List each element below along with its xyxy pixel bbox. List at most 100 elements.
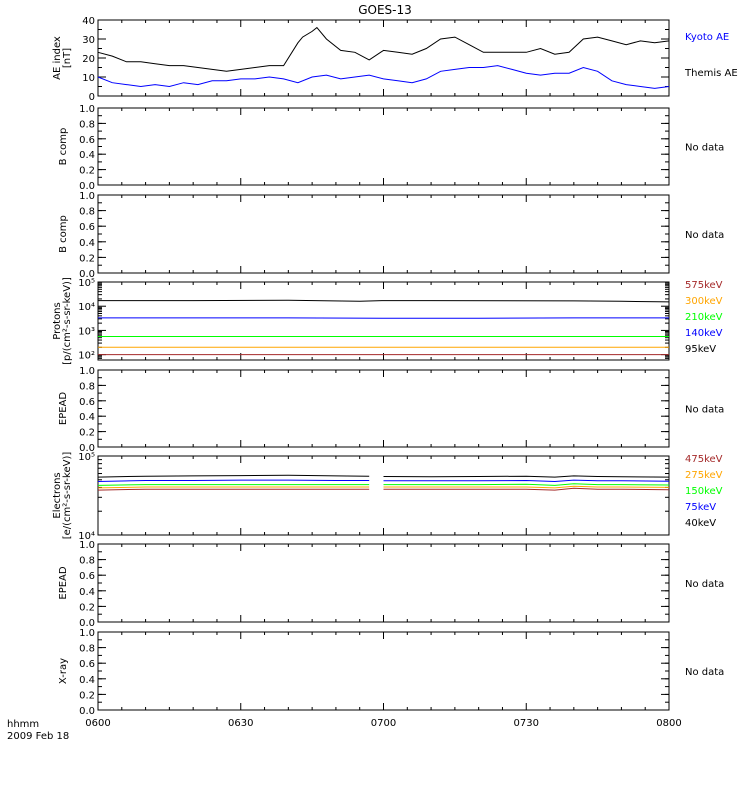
y-tick-label: 0.0 [79, 181, 95, 192]
y-tick-label: 0.8 [79, 207, 95, 218]
y-tick-label: 0.2 [79, 253, 95, 264]
legend-entry: 40keV [685, 518, 716, 529]
panel-bcomp1: 0.0 0.2 0.4 0.6 0.8 1.0 B comp No data [58, 104, 724, 192]
y-axis-label: Electrons [52, 472, 63, 518]
panel-frame [97, 194, 670, 274]
panel-frame [97, 19, 670, 97]
series-line [97, 483, 670, 486]
y-tick-label: 0.2 [79, 428, 95, 439]
y-tick-label: 10³ [78, 326, 95, 337]
series-line [97, 485, 670, 489]
y-axis-label: EPEAD [58, 392, 69, 426]
legend-entry: 475keV [685, 454, 723, 465]
panel-frame [97, 369, 670, 448]
y-axis-unit: [e/(cm²-s-sr-keV)] [62, 452, 73, 540]
y-tick-label: 0.8 [79, 381, 95, 392]
series-line [97, 65, 670, 89]
y-tick-label: 20 [82, 54, 95, 65]
no-data-note: No data [685, 579, 724, 590]
y-tick-label: 10⁴ [78, 531, 95, 542]
y-tick-label: 10⁴ [78, 302, 95, 313]
y-tick-label: 30 [82, 35, 95, 46]
x-tick-label: 0730 [514, 718, 539, 729]
x-tick-label: 0600 [85, 718, 110, 729]
no-data-note: No data [685, 405, 724, 416]
y-tick-label: 0.0 [79, 443, 95, 454]
chart-title: GOES-13 [358, 3, 412, 17]
y-tick-label: 0.2 [79, 602, 95, 613]
x-axis-label: hhmm [7, 719, 39, 730]
legend-entry: 575keV [685, 280, 723, 291]
y-tick-label: 0.2 [79, 166, 95, 177]
no-data-note: No data [685, 230, 724, 241]
y-tick-label: 0.0 [79, 618, 95, 629]
legend-entry: Kyoto AE [685, 32, 729, 43]
y-tick-label: 0.6 [79, 397, 95, 408]
y-axis-unit: [nT] [62, 48, 73, 68]
panel-epead2: 0.0 0.2 0.4 0.6 0.8 1.0 EPEAD No data [58, 540, 724, 629]
y-tick-label: 1.0 [79, 104, 95, 115]
panels: 0 10 20 30 40 AE index [nT] Kyoto AE Themis AE 0.… [52, 16, 738, 729]
y-tick-label: 0.4 [79, 587, 95, 598]
panel-frame [97, 631, 670, 711]
y-axis-label: B comp [58, 215, 69, 253]
series-line [97, 26, 670, 72]
date-label: 2009 Feb 18 [7, 731, 69, 742]
no-data-note: No data [685, 667, 724, 678]
y-axis-label: EPEAD [58, 566, 69, 600]
y-tick-label: 10² [78, 351, 95, 362]
legend-entry: 275keV [685, 470, 723, 481]
y-axis-label: AE index [52, 36, 63, 80]
series-line [97, 479, 670, 483]
y-tick-label: 0.4 [79, 150, 95, 161]
panel-xray: 0.0 0.2 0.4 0.6 0.8 1.0 X-ray No data [58, 628, 724, 717]
panel-epead1: 0.0 0.2 0.4 0.6 0.8 1.0 EPEAD No data [58, 366, 724, 454]
y-tick-label: 0.0 [79, 269, 95, 280]
y-tick-label: 1.0 [79, 366, 95, 377]
y-tick-label: 0.6 [79, 659, 95, 670]
x-tick-label: 0700 [371, 718, 396, 729]
y-axis-label: B comp [58, 128, 69, 166]
y-axis-label: Protons [52, 302, 63, 339]
y-tick-label: 0.6 [79, 571, 95, 582]
panel-bcomp2: 0.0 0.2 0.4 0.6 0.8 1.0 B comp No data [58, 191, 724, 280]
panel-frame [97, 455, 670, 536]
x-tick-label: 0800 [656, 718, 681, 729]
series-line [98, 299, 670, 303]
panel-frame [97, 543, 670, 623]
legend-entry: 140keV [685, 328, 723, 339]
y-tick-label: 0.8 [79, 119, 95, 130]
y-tick-label: 0.8 [79, 644, 95, 655]
panel-frame [97, 107, 670, 186]
panel-protons: 10² 10³ 10⁴ 10⁵ Protons [p/(cm²-s-sr-keV)] 575… [52, 277, 723, 365]
y-tick-label: 0.4 [79, 675, 95, 686]
y-tick-label: 40 [82, 16, 95, 27]
y-tick-label: 0.4 [79, 238, 95, 249]
y-tick-label: 1.0 [79, 191, 95, 202]
y-tick-label: 1.0 [79, 628, 95, 639]
legend-entry: 150keV [685, 486, 723, 497]
legend-entry: Themis AE [684, 68, 738, 79]
y-tick-label: 0.4 [79, 412, 95, 423]
y-axis-label: X-ray [58, 658, 69, 684]
series-line [97, 487, 670, 491]
series-line [97, 474, 670, 478]
y-tick-label: 0.6 [79, 222, 95, 233]
legend-entry: 95keV [685, 344, 716, 355]
y-tick-label: 10 [82, 73, 95, 84]
legend-entry: 210keV [685, 312, 723, 323]
y-tick-label: 10⁵ [78, 452, 95, 463]
x-tick-label: 0630 [228, 718, 253, 729]
y-axis-unit: [p/(cm²-s-sr-keV)] [62, 277, 73, 365]
panel-frame [97, 281, 670, 361]
y-tick-label: 0.2 [79, 690, 95, 701]
no-data-note: No data [685, 143, 724, 154]
legend-entry: 300keV [685, 296, 723, 307]
y-tick-label: 0.8 [79, 556, 95, 567]
y-tick-label: 1.0 [79, 540, 95, 551]
panel-electrons: 10⁴ 10⁵ Electrons [e/(cm²-s-sr-keV)] 475keV 2… [52, 452, 723, 542]
panel-ae: 0 10 20 30 40 AE index [nT] Kyoto AE Themis AE [52, 16, 738, 103]
y-tick-label: 0.6 [79, 135, 95, 146]
y-tick-label: 0.0 [79, 706, 95, 717]
